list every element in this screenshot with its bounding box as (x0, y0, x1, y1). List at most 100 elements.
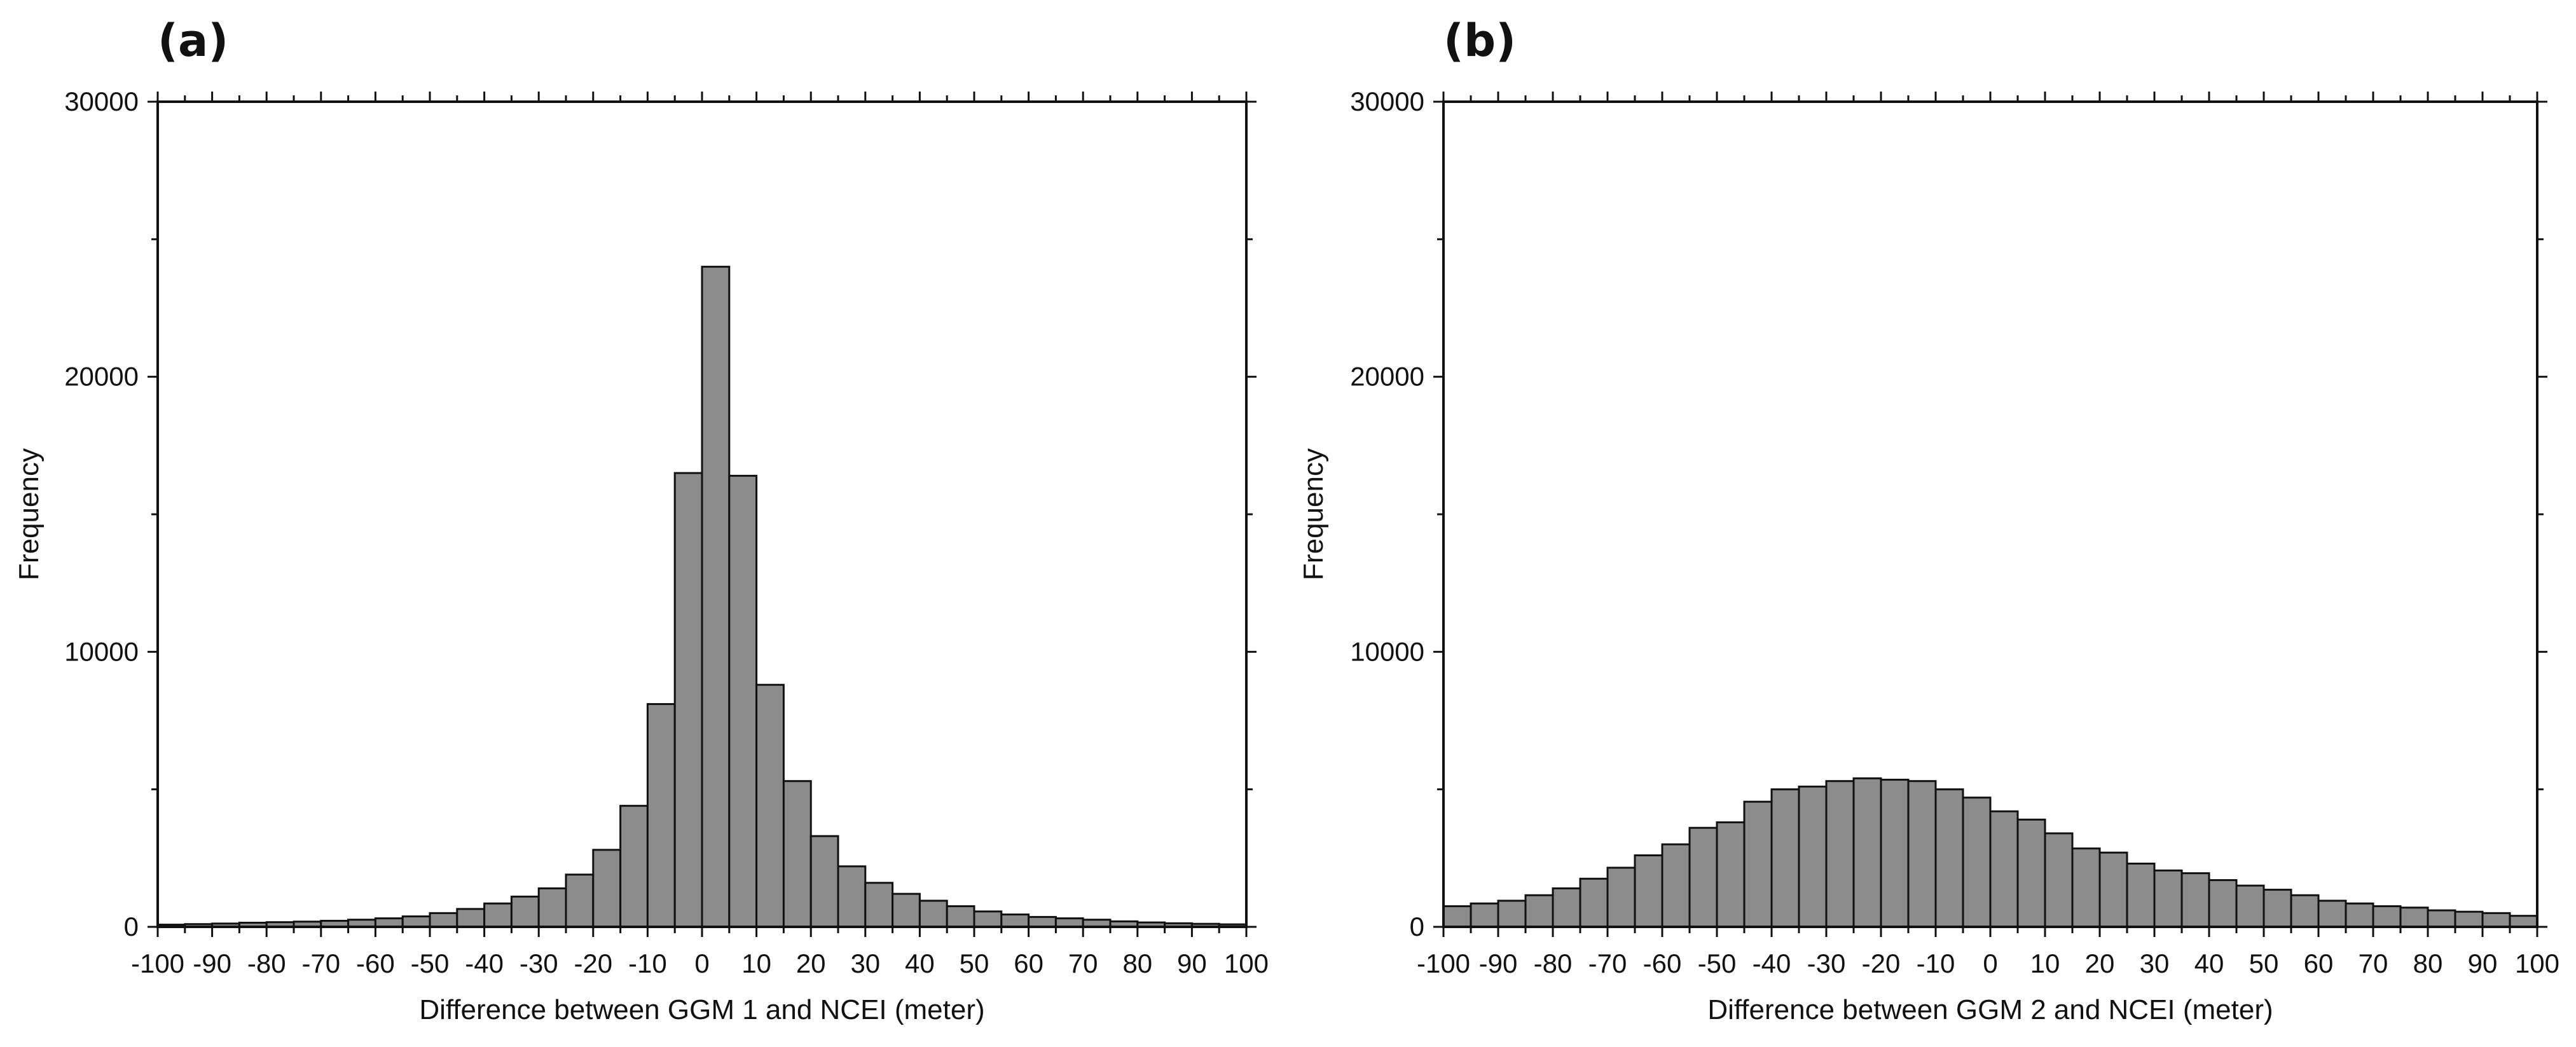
x-tick-label: 20 (2085, 948, 2115, 978)
x-tick-label: -30 (1807, 948, 1846, 978)
panel-label: (a) (158, 15, 228, 67)
x-tick-label: -20 (1862, 948, 1901, 978)
histogram-bar (2016, 818, 2046, 928)
y-tick-label: 10000 (64, 636, 139, 666)
x-tick-label: 10 (2030, 948, 2060, 978)
histogram-bar (2345, 902, 2374, 928)
y-tick-label: 10000 (1350, 636, 1424, 666)
histogram-bar (1989, 810, 2019, 928)
histogram-bar (1907, 780, 1937, 928)
x-tick-label: 90 (2468, 948, 2498, 978)
histogram-bar (864, 882, 894, 928)
x-tick-label: -70 (1588, 948, 1627, 978)
histogram-bar (510, 895, 540, 928)
x-tick-label: -60 (356, 948, 395, 978)
histogram-bar (2263, 889, 2292, 928)
histogram-bar (918, 900, 948, 928)
histogram-bar (565, 873, 595, 928)
x-tick-label: 80 (1122, 948, 1152, 978)
histogram-bar (755, 683, 785, 928)
histogram-bar (701, 266, 731, 928)
x-tick-label: 30 (2140, 948, 2170, 978)
x-tick-label: -40 (1753, 948, 1791, 978)
panel-label: (b) (1443, 15, 1516, 67)
histogram-bar (1000, 914, 1030, 928)
histogram-bar (646, 703, 676, 928)
y-tick-label: 0 (124, 912, 139, 941)
histogram-bar (401, 915, 431, 928)
histogram-bar (1470, 902, 1499, 928)
histogram-bar (1028, 915, 1057, 928)
x-tick-label: 20 (796, 948, 826, 978)
histogram-bar (2071, 847, 2101, 928)
x-tick-label: -30 (520, 948, 558, 978)
histogram-bar (973, 910, 1003, 928)
histogram-bar (1934, 788, 1964, 928)
x-tick-label: -50 (1698, 948, 1737, 978)
histogram-bar (456, 908, 486, 928)
x-tick-label: 50 (2249, 948, 2279, 978)
histogram-bar (2044, 832, 2074, 928)
histogram-bar (1524, 894, 1554, 928)
histogram-bar (892, 893, 921, 928)
x-tick-label: 0 (694, 948, 709, 978)
x-tick-label: 60 (2304, 948, 2334, 978)
x-tick-label: 80 (2413, 948, 2443, 978)
x-tick-label: 90 (1177, 948, 1207, 978)
histogram-bar (809, 835, 839, 928)
histogram-panel-b: (b)-100 -90 -80 -70 -60 -50 -40 -30 -20 -10 0 10 20 3… (1298, 15, 2559, 1025)
histogram-bar (2235, 884, 2265, 928)
x-tick-label: 40 (905, 948, 935, 978)
histogram-bar (1716, 821, 1746, 928)
histogram-panel-a: (a)-100 -90 -80 -70 -60 -50 -40 -30 -20 -10 0 10 20 3… (13, 15, 1269, 1025)
x-tick-label: -90 (193, 948, 231, 978)
histogram-bar (946, 905, 975, 928)
x-tick-label: 0 (1983, 948, 1997, 978)
histogram-bar (2208, 879, 2238, 928)
histogram-bar (1497, 900, 1527, 928)
x-tick-label: -60 (1643, 948, 1682, 978)
x-tick-label: 70 (1068, 948, 1098, 978)
histogram-bar (837, 865, 867, 928)
histogram-bar (2317, 900, 2347, 928)
y-tick-label: 0 (1410, 912, 1424, 941)
y-tick-label: 30000 (64, 86, 139, 116)
histogram-bar (1770, 788, 1800, 928)
histogram-bar (2180, 872, 2210, 928)
x-tick-label: 50 (960, 948, 989, 978)
x-tick-label: 70 (2359, 948, 2388, 978)
histogram-bar (2126, 862, 2156, 928)
x-tick-label: 100 (1224, 948, 1269, 978)
histogram-bar (619, 805, 649, 928)
histogram-bar (728, 474, 758, 928)
histogram-bar (1579, 877, 1609, 928)
histogram-bar (2290, 894, 2320, 928)
histogram-bar (1606, 866, 1636, 928)
histogram-bar (1798, 785, 1828, 928)
histogram-bar (592, 849, 622, 928)
histogram-bar (2399, 907, 2429, 928)
histogram-bar (429, 912, 458, 928)
x-tick-label: 60 (1014, 948, 1043, 978)
histogram-bar (1852, 777, 1882, 928)
histogram-bar (673, 472, 703, 928)
x-tick-label: -70 (301, 948, 340, 978)
histogram-bar (1054, 917, 1084, 928)
x-tick-label: -10 (1917, 948, 1955, 978)
histogram-bar (483, 902, 513, 928)
histogram-bar (1442, 905, 1472, 928)
histogram-bar (1743, 800, 1773, 928)
x-tick-label: 10 (741, 948, 771, 978)
histogram-bar (374, 917, 404, 928)
x-tick-label: 40 (2194, 948, 2224, 978)
x-tick-label: 30 (850, 948, 880, 978)
histogram-bar (537, 887, 567, 928)
histogram-bar (1634, 854, 1663, 928)
x-axis-title: Difference between GGM 2 and NCEI (meter… (1707, 994, 2273, 1025)
x-tick-label: 100 (2515, 948, 2559, 978)
x-tick-label: -90 (1479, 948, 1518, 978)
x-tick-label: -80 (1534, 948, 1573, 978)
y-axis-title: Frequency (13, 448, 45, 580)
histogram-bar (2372, 905, 2402, 928)
y-tick-label: 20000 (1350, 362, 1424, 392)
